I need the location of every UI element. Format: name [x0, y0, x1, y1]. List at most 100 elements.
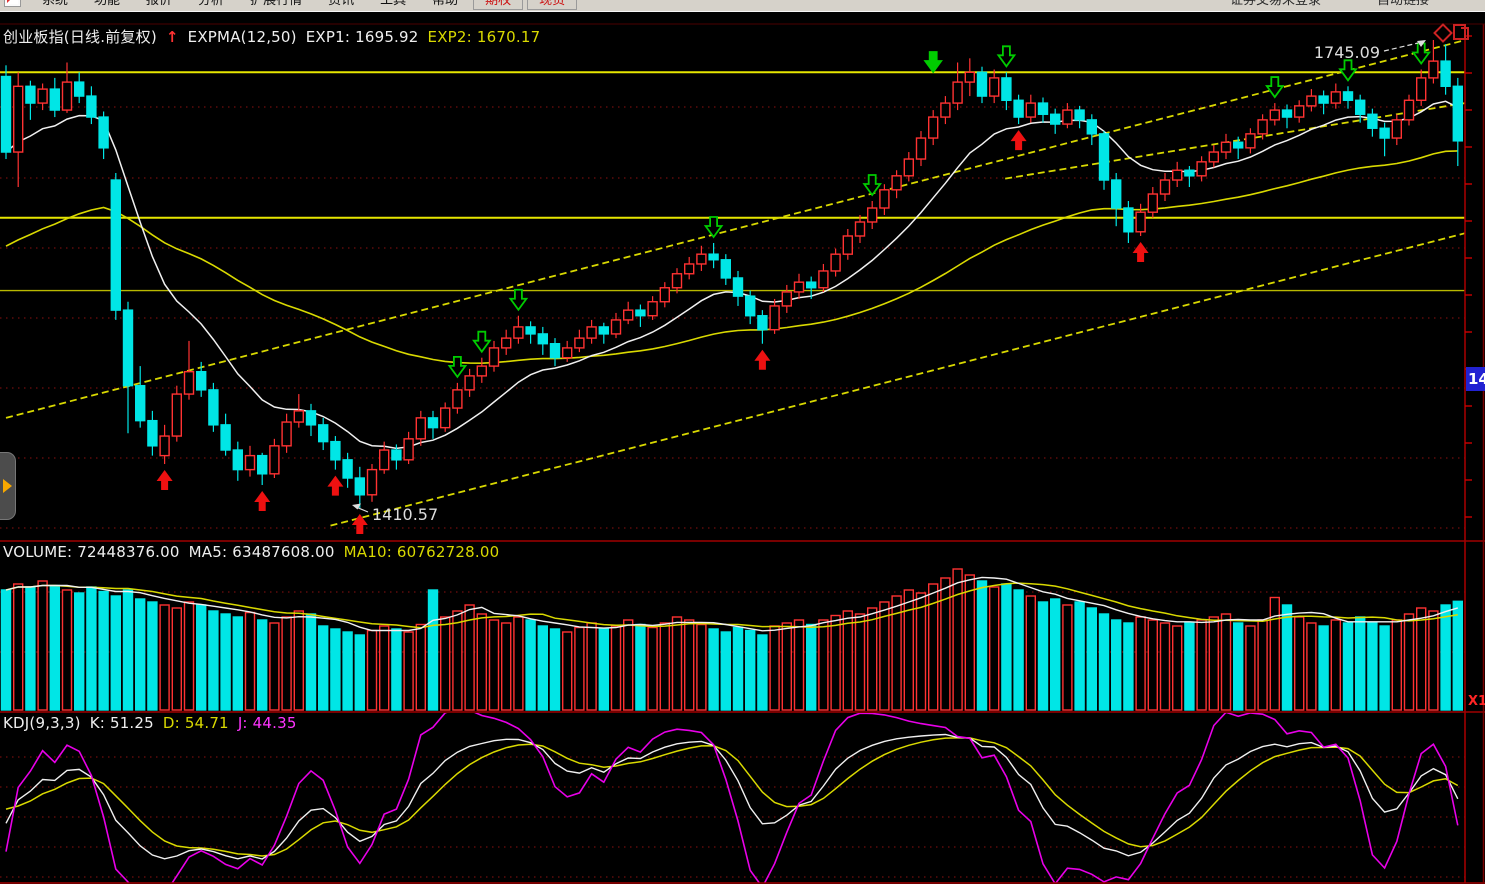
candle — [891, 175, 902, 191]
menu-item-1[interactable]: 系统 — [42, 0, 69, 8]
menu-item-5[interactable]: 扩展行情 — [250, 0, 303, 8]
menu-item-6[interactable]: 资讯 — [328, 0, 355, 8]
exp2-line — [5, 150, 1458, 365]
volume-bar — [1415, 607, 1427, 711]
menu-item-8[interactable]: 帮助 — [432, 0, 459, 8]
candle — [269, 445, 280, 475]
volume-bar — [574, 626, 585, 711]
high-price-label: 1745.09 — [1314, 43, 1380, 62]
chart-title: 创业板指(日线.前复权) — [3, 28, 157, 46]
volume-bar — [195, 604, 207, 711]
buy-signal-arrow — [156, 470, 173, 491]
candle — [915, 137, 927, 160]
candle — [1367, 113, 1378, 129]
candle — [25, 85, 36, 104]
axis-price-tag: 14 — [1466, 367, 1485, 391]
volume-bar — [342, 631, 353, 711]
volume-bar — [232, 616, 244, 711]
sell-signal-arrow — [1338, 59, 1358, 82]
menu-item-7[interactable]: 工具 — [380, 0, 407, 8]
candle — [549, 343, 561, 359]
menu-bar-strip: 系统 功能 报价 分析 扩展行情 资讯 工具 帮助 期权 现货 证券交易未登录 自动链接 — [0, 0, 1485, 12]
volume-ma10-line — [5, 582, 1458, 629]
sidebar-expand-handle[interactable] — [0, 452, 16, 520]
candle — [501, 337, 512, 349]
candle — [61, 81, 73, 111]
candle — [1440, 60, 1451, 87]
candle — [720, 259, 731, 279]
candle — [879, 189, 890, 209]
candle — [1062, 109, 1073, 125]
candle — [293, 410, 304, 423]
candle — [1391, 119, 1403, 139]
candle — [232, 449, 244, 471]
volume-bar — [440, 616, 451, 711]
volume-bar — [98, 590, 109, 711]
candle — [793, 281, 805, 293]
volume-pane-header: VOLUME: 72448376.00 MA5: 63487608.00 MA10:… — [3, 543, 508, 561]
candle — [1123, 207, 1134, 233]
volume-bar — [854, 613, 866, 711]
candle — [330, 440, 341, 461]
candle — [257, 454, 268, 475]
candle — [1171, 169, 1183, 181]
kdj-k-value: K: 51.25 — [89, 714, 154, 732]
candle — [598, 326, 609, 335]
volume-bar — [1245, 625, 1256, 711]
sell-signal-arrow — [1265, 76, 1285, 99]
volume-bar — [964, 574, 975, 711]
candle — [854, 221, 866, 237]
volume-bar — [49, 584, 60, 711]
volume-bar — [1074, 601, 1085, 711]
trend-line — [330, 232, 1466, 527]
candle — [1232, 141, 1244, 149]
volume-bar — [305, 613, 317, 711]
candle — [903, 158, 914, 177]
candle — [635, 309, 646, 317]
volume-bar — [1452, 600, 1464, 711]
expand-arrow-icon — [3, 479, 12, 493]
volume-bar — [330, 628, 341, 711]
candle — [659, 287, 670, 303]
restore-window-icon[interactable] — [1453, 24, 1470, 40]
menu-item-4[interactable]: 分析 — [198, 0, 225, 8]
volume-bar — [879, 601, 890, 711]
candle — [1257, 119, 1268, 135]
volume-bar — [1086, 607, 1098, 711]
menu-hot-item-2[interactable]: 现货 — [527, 0, 578, 10]
volume-bar — [537, 625, 548, 711]
indicator-close-button[interactable]: X1 — [1468, 694, 1485, 709]
buy-signal-arrow — [1010, 130, 1027, 151]
menu-hot-item-1[interactable]: 期权 — [473, 0, 524, 10]
status-text-1: 证券交易未登录 — [1229, 0, 1321, 8]
volume-bar — [525, 619, 536, 711]
candle — [574, 337, 585, 349]
volume-bar — [1001, 583, 1012, 711]
volume-bar — [976, 580, 988, 711]
volume-bar — [1037, 601, 1049, 711]
candle — [806, 281, 817, 289]
menu-item-3[interactable]: 报价 — [146, 0, 173, 8]
volume-bar — [513, 616, 524, 711]
menu-item-2[interactable]: 功能 — [94, 0, 121, 8]
kdj-title[interactable]: KDJ(9,3,3) — [3, 714, 81, 732]
volume-bar — [403, 631, 414, 711]
candle — [195, 370, 207, 391]
candle — [183, 370, 195, 395]
volume-bar — [1098, 613, 1110, 711]
app-icon[interactable] — [4, 0, 21, 7]
candle — [1342, 91, 1354, 101]
candle — [623, 309, 634, 321]
candle — [818, 270, 829, 289]
sell-signal-arrow — [996, 45, 1017, 68]
expma-indicator-label[interactable]: EXPMA(12,50) — [187, 28, 297, 46]
candle — [318, 424, 329, 443]
volume-bar — [1184, 622, 1195, 711]
volume-bar — [1367, 622, 1378, 711]
candle — [244, 454, 256, 471]
volume-bar — [671, 616, 683, 711]
volume-bar — [293, 610, 304, 711]
candle — [1379, 127, 1390, 139]
volume-bar — [134, 598, 146, 711]
